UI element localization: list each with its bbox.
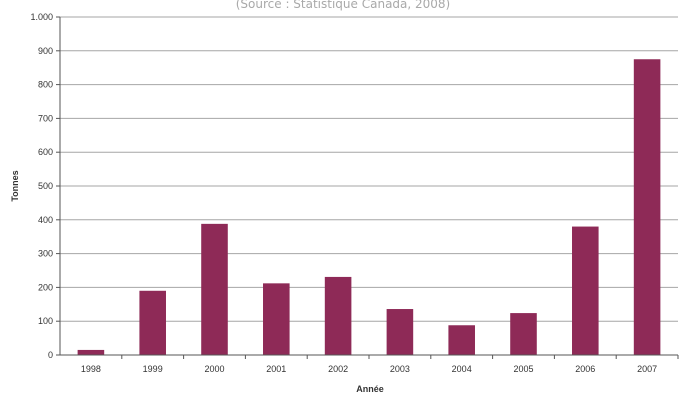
y-tick-label: 800 (38, 80, 53, 90)
x-axis-title: Année (356, 384, 384, 394)
x-tick-label: 2005 (513, 364, 533, 374)
x-tick-label: 2004 (452, 364, 472, 374)
y-tick-label: 700 (38, 113, 53, 123)
x-tick-labels: 1998 1999 2000 2001 2002 2003 2004 2005 2006 2007 (81, 364, 657, 374)
y-tick-label: 0 (48, 350, 53, 360)
x-tick-label: 2007 (637, 364, 657, 374)
axes (59, 17, 679, 359)
bar-2000 (201, 223, 228, 355)
x-tick-label: 2000 (204, 364, 224, 374)
x-tick-label: 2002 (328, 364, 348, 374)
bar-2005 (510, 313, 537, 355)
x-tick-label: 1999 (143, 364, 163, 374)
y-tick-label: 400 (38, 215, 53, 225)
y-tick-labels: 0 100 200 300 400 500 600 700 800 900 1.000 (30, 12, 53, 360)
y-tick-label: 900 (38, 46, 53, 56)
bar-2004 (448, 325, 475, 355)
x-tick-label: 2001 (266, 364, 286, 374)
bar-2002 (324, 276, 352, 355)
bar-2007 (633, 59, 661, 355)
y-tick-label: 600 (38, 147, 53, 157)
bars (77, 59, 661, 355)
x-tick-label: 1998 (81, 364, 101, 374)
bar-1999 (139, 290, 166, 355)
x-tick-label: 2003 (390, 364, 410, 374)
bar-1998 (77, 349, 105, 355)
bar-2003 (386, 309, 414, 355)
bar-2001 (263, 283, 290, 355)
y-tick-label: 100 (38, 316, 53, 326)
y-tick-label: 300 (38, 249, 53, 259)
chart-source-note: (Source : Statistique Canada, 2008) (235, 0, 451, 11)
x-tick-label: 2006 (575, 364, 595, 374)
bar-2006 (572, 226, 599, 355)
y-tick-label: 200 (38, 282, 53, 292)
y-tick-label: 1.000 (30, 12, 53, 22)
y-axis-title: Tonnes (10, 170, 20, 201)
y-tick-label: 500 (38, 181, 53, 191)
